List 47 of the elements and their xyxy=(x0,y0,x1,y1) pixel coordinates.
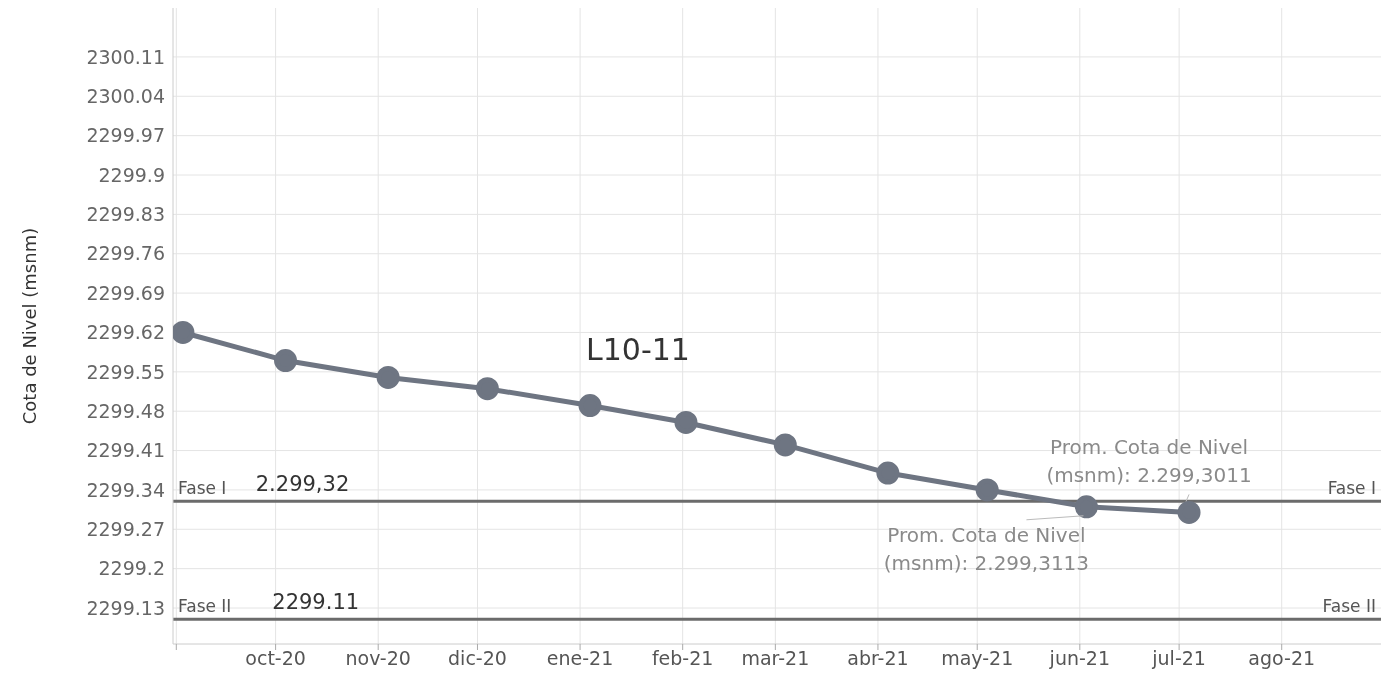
y-tick-label: 2300.11 xyxy=(86,45,165,68)
y-tick-label: 2299.48 xyxy=(86,399,165,422)
y-tick-label: 2299.83 xyxy=(86,203,165,226)
ref-line-label: Fase II xyxy=(178,596,232,617)
y-tick-label: 2299.55 xyxy=(86,360,165,383)
y-tick-label: 2299.62 xyxy=(86,321,165,344)
point xyxy=(975,478,999,502)
x-tick-label: abr-21 xyxy=(847,647,909,670)
x-tick-label: mar-21 xyxy=(741,647,810,670)
point xyxy=(773,433,797,457)
y-tick-label: 2300.04 xyxy=(86,85,165,108)
point xyxy=(274,349,298,373)
y-tick-label: 2299.2 xyxy=(98,557,165,580)
text: Fase I xyxy=(1327,478,1376,499)
point xyxy=(173,320,195,344)
annotation: Prom. Cota de Nivel (msnm): 2.299,3011 xyxy=(1046,435,1252,488)
x-tick-label: jun-21 xyxy=(1048,647,1111,670)
text: L10-11 xyxy=(586,332,690,367)
y-tick-label: 2299.27 xyxy=(86,518,165,541)
y-tick-label: 2299.9 xyxy=(98,163,165,186)
annotation: 2299.11 xyxy=(272,590,360,615)
ref-line-label: Fase I xyxy=(178,478,227,499)
y-tick-label: 2299.13 xyxy=(86,596,165,619)
y-tick-label: 2299.41 xyxy=(86,439,165,462)
y-tick-label: 2299.69 xyxy=(86,281,165,304)
point xyxy=(876,461,900,485)
y-tick-label: 2299.76 xyxy=(86,242,165,265)
x-tick-label: dic-20 xyxy=(448,647,507,670)
text: Fase II xyxy=(1322,596,1376,617)
point xyxy=(376,365,400,389)
y-axis-title: Cota de Nivel (msnm) xyxy=(19,227,41,425)
annotation: Prom. Cota de Nivel (msnm): 2.299,3113 xyxy=(883,522,1090,575)
point xyxy=(578,394,602,418)
y-tick-label: 2299.97 xyxy=(86,124,165,147)
x-tick-label: ene-21 xyxy=(546,647,614,670)
x-tick-label: jul-21 xyxy=(1151,647,1206,670)
point xyxy=(1177,500,1201,524)
x-tick-label: nov-20 xyxy=(345,647,411,670)
y-tick-label: 2299.34 xyxy=(86,478,165,501)
x-tick-label: ago-21 xyxy=(1248,647,1316,670)
point xyxy=(475,377,499,401)
point xyxy=(1074,495,1098,519)
point xyxy=(674,410,698,434)
annotation: 2.299,32 xyxy=(255,472,350,497)
x-tick-label: may-21 xyxy=(941,647,1014,670)
x-tick-label: oct-20 xyxy=(245,647,306,670)
x-tick-label: feb-21 xyxy=(651,647,714,670)
